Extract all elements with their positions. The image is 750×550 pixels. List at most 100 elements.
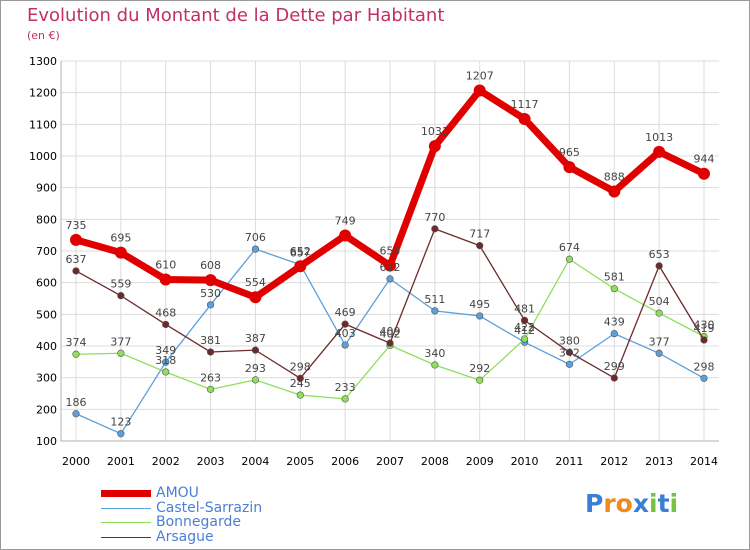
data-label: 233 <box>335 381 356 394</box>
data-point <box>653 145 666 158</box>
legend-swatch <box>101 490 151 497</box>
data-label: 377 <box>649 335 670 348</box>
x-tick-label: 2009 <box>466 455 494 468</box>
data-point <box>341 341 349 349</box>
legend-label: Castel-Sarrazin <box>156 499 263 516</box>
x-tick-label: 2004 <box>241 455 269 468</box>
y-tick-label: 1300 <box>29 55 57 68</box>
x-tick-label: 2005 <box>286 455 314 468</box>
y-tick-label: 1100 <box>29 118 57 131</box>
y-tick-label: 300 <box>36 372 57 385</box>
data-point <box>70 233 82 246</box>
legend-swatch <box>101 536 151 538</box>
data-point <box>431 361 439 369</box>
x-tick-label: 2000 <box>62 455 90 468</box>
data-point <box>655 349 663 357</box>
data-label: 481 <box>514 302 535 315</box>
data-label: 318 <box>155 354 176 367</box>
data-point <box>520 316 529 324</box>
proxiti-logo: Proxiti <box>585 489 678 518</box>
y-tick-label: 800 <box>36 213 57 226</box>
data-label: 654 <box>380 245 401 258</box>
data-point <box>249 291 262 304</box>
data-label: 581 <box>604 271 625 284</box>
data-label: 349 <box>155 344 176 357</box>
x-tick-label: 2003 <box>197 455 225 468</box>
data-label: 409 <box>380 325 401 338</box>
x-tick-label: 2001 <box>107 455 135 468</box>
x-tick-label: 2011 <box>555 455 583 468</box>
logo-letter: t <box>657 489 670 518</box>
data-label: 377 <box>110 335 131 348</box>
data-label: 504 <box>649 295 670 308</box>
data-point <box>117 349 125 357</box>
y-tick-label: 100 <box>36 435 57 448</box>
data-label: 888 <box>604 170 625 183</box>
logo-letter: o <box>615 489 633 518</box>
data-point <box>608 185 621 198</box>
data-point <box>72 350 80 358</box>
data-point <box>700 336 708 344</box>
x-tick-label: 2007 <box>376 455 404 468</box>
data-point <box>159 273 172 286</box>
data-point <box>431 307 439 315</box>
x-tick-label: 2008 <box>421 455 449 468</box>
data-label: 749 <box>335 214 356 227</box>
data-point <box>655 309 663 317</box>
data-point <box>114 246 127 259</box>
y-tick-label: 700 <box>36 245 57 258</box>
data-point <box>476 312 484 320</box>
data-label: 1031 <box>421 125 449 138</box>
data-point <box>473 84 486 97</box>
data-label: 186 <box>66 396 87 409</box>
data-point <box>698 167 710 180</box>
data-label: 770 <box>424 211 445 224</box>
data-label: 495 <box>469 298 490 311</box>
x-tick-label: 2013 <box>645 455 673 468</box>
data-point <box>341 320 349 328</box>
data-label: 944 <box>694 153 715 166</box>
data-point <box>520 335 529 343</box>
data-label: 530 <box>200 287 221 300</box>
data-label: 380 <box>559 334 580 347</box>
data-label: 299 <box>604 360 625 373</box>
chart-title: Evolution du Montant de la Dette par Hab… <box>27 5 445 26</box>
data-label: 402 <box>380 327 401 340</box>
data-label: 657 <box>290 247 311 260</box>
data-label: 706 <box>245 231 266 244</box>
data-label: 468 <box>155 306 176 319</box>
data-point <box>206 385 215 393</box>
data-label: 559 <box>110 278 131 291</box>
data-label: 965 <box>559 146 580 159</box>
data-point <box>117 430 125 438</box>
data-point <box>565 348 574 356</box>
logo-letter: i <box>669 489 679 518</box>
data-label: 1207 <box>466 69 494 82</box>
data-label: 735 <box>66 219 87 232</box>
data-point <box>610 330 618 338</box>
data-label: 439 <box>604 316 625 329</box>
data-label: 298 <box>290 360 311 373</box>
data-point <box>206 301 215 309</box>
data-point <box>655 262 663 270</box>
logo-letter: P <box>585 489 604 518</box>
data-label: 637 <box>66 253 87 266</box>
data-label: 653 <box>649 248 670 261</box>
data-label: 674 <box>559 241 580 254</box>
data-label: 610 <box>155 259 176 272</box>
legend-swatch <box>101 522 151 523</box>
data-point <box>72 410 80 418</box>
data-point <box>563 161 576 174</box>
data-label: 123 <box>110 416 131 429</box>
data-point <box>251 245 260 253</box>
x-tick-label: 2010 <box>511 455 539 468</box>
data-point <box>431 225 439 233</box>
y-tick-label: 400 <box>36 340 57 353</box>
data-point <box>72 267 80 275</box>
data-label: 554 <box>245 276 266 289</box>
data-point <box>204 274 217 287</box>
legend-label: AMOU <box>156 485 199 501</box>
data-point <box>610 374 618 382</box>
